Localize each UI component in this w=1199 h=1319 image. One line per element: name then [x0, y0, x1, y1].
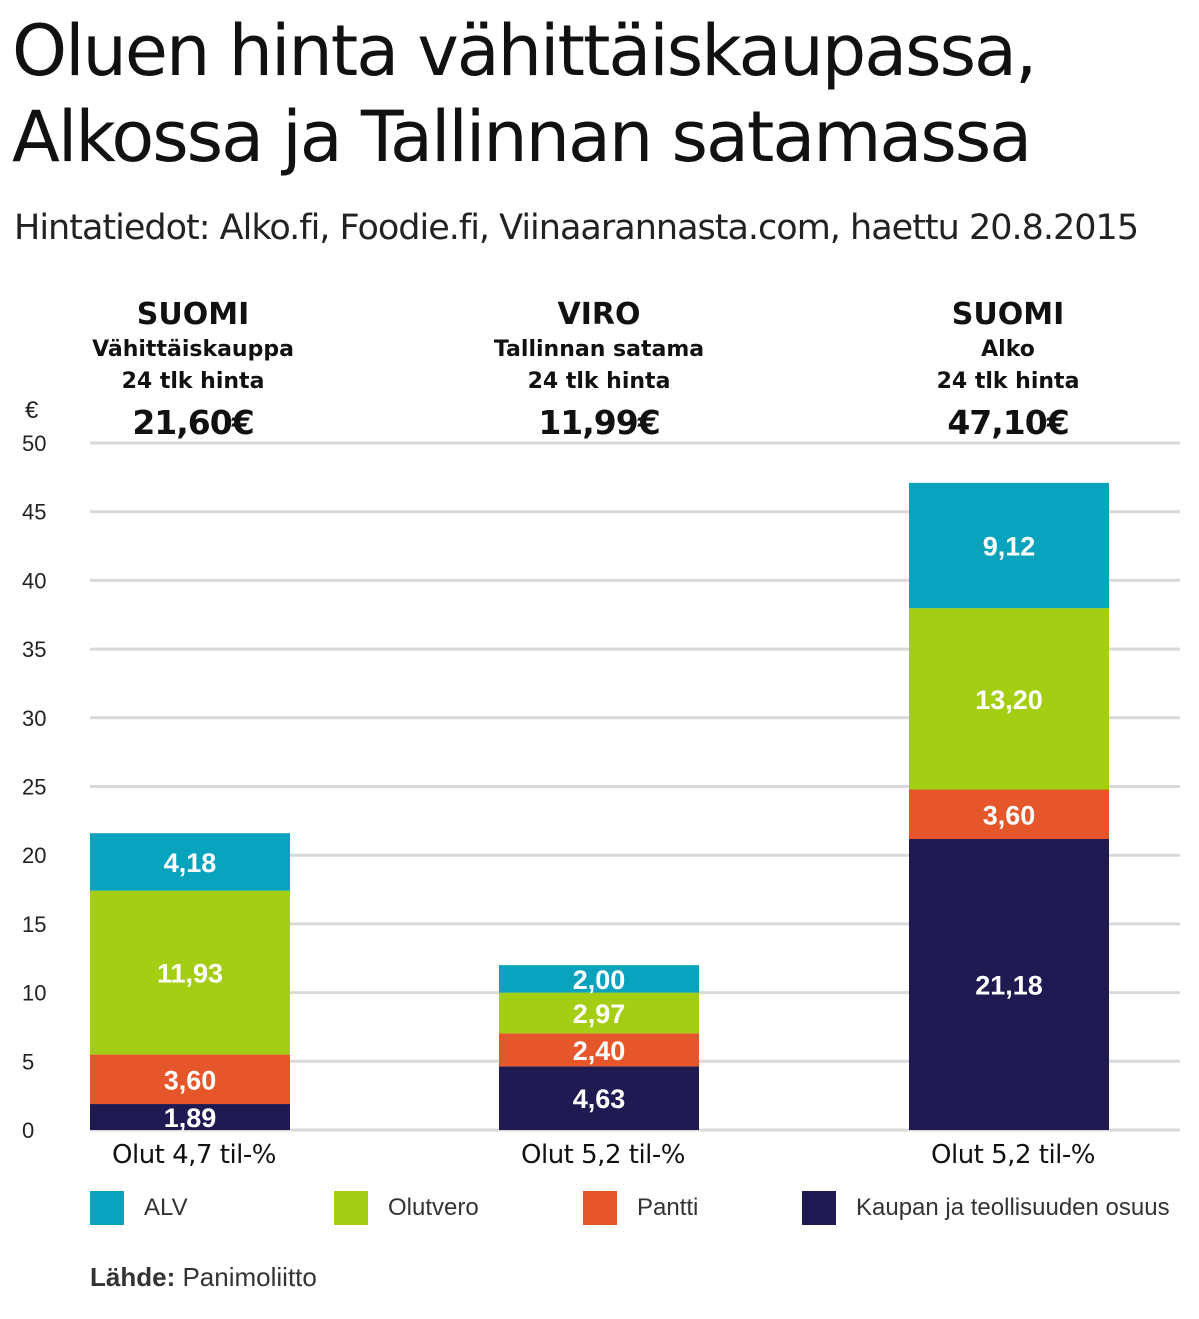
column-country: SUOMI	[952, 297, 1065, 332]
column-pack-label: 24 tlk hinta	[528, 369, 671, 394]
bar-segment-label: 3,60	[164, 1065, 217, 1095]
bar-segment	[909, 838, 1109, 1130]
bar-segment-label: 9,12	[983, 532, 1036, 562]
column-total-price: 11,99€	[538, 403, 659, 442]
column-total-price: 47,10€	[947, 403, 1068, 442]
y-tick-label: 30	[22, 706, 46, 731]
chart-subtitle: Hintatiedot: Alko.fi, Foodie.fi, Viinaar…	[14, 208, 1139, 248]
y-tick-label: 5	[22, 1049, 34, 1074]
legend-item: Kaupan ja teollisuuden osuus	[802, 1190, 1170, 1226]
y-tick-label: 20	[22, 843, 46, 868]
column-subtitle: Vähittäiskauppa	[92, 337, 294, 362]
bar-segment	[90, 1104, 290, 1130]
bar-segment-label: 4,63	[573, 1084, 626, 1114]
bar-stack: 21,18 3,60 13,20 9,12	[909, 482, 1109, 1130]
bars: 1,89 3,60 11,93 4,18 4,63 2,40 2,97 2,00 21,18 3,…	[90, 482, 1109, 1133]
bar-segment-label: 13,20	[975, 685, 1043, 715]
bar-segment	[90, 1054, 290, 1105]
y-tick-label: 0	[22, 1118, 34, 1143]
column-country: SUOMI	[137, 297, 250, 332]
bar-segment-label: 2,97	[573, 999, 626, 1029]
x-axis-categories: Olut 4,7 til-% Olut 5,2 til-% Olut 5,2 til…	[112, 1140, 1095, 1170]
x-category-label: Olut 5,2 til-%	[521, 1140, 685, 1170]
column-subtitle: Alko	[981, 337, 1035, 362]
bar-segment-label: 3,60	[983, 800, 1036, 830]
x-category-label: Olut 5,2 til-%	[931, 1140, 1095, 1170]
legend-label: Kaupan ja teollisuuden osuus	[856, 1194, 1170, 1221]
y-tick-label: 50	[22, 431, 46, 456]
legend-label: ALV	[144, 1194, 188, 1221]
legend-swatch	[90, 1191, 124, 1225]
chart-title: Oluen hinta vähittäiskaupassa, Alkossa j…	[12, 10, 1037, 178]
y-tick-label: 35	[22, 637, 46, 662]
y-tick-label: 15	[22, 912, 46, 937]
source-value: Panimoliitto	[182, 1262, 317, 1292]
legend-label: Olutvero	[388, 1194, 479, 1221]
bar-segment	[909, 789, 1109, 839]
bar-segment-label: 1,89	[164, 1103, 217, 1133]
legend-swatch	[583, 1191, 617, 1225]
bar-segment	[90, 833, 290, 891]
column-pack-label: 24 tlk hinta	[122, 369, 265, 394]
source-note: Lähde: Panimoliitto	[90, 1262, 317, 1293]
y-tick-label: 45	[22, 500, 46, 525]
column-pack-label: 24 tlk hinta	[937, 369, 1080, 394]
bar-segment-label: 2,40	[573, 1036, 626, 1066]
bar-stack: 4,63 2,40 2,97 2,00	[499, 965, 699, 1130]
x-category-label: Olut 4,7 til-%	[112, 1140, 276, 1170]
bar-segment-label: 2,00	[573, 965, 626, 995]
legend-item: ALV	[90, 1190, 188, 1226]
legend-item: Pantti	[583, 1190, 698, 1226]
y-axis-unit: €	[25, 397, 39, 424]
bar-segment-label: 21,18	[975, 970, 1043, 1000]
source-label: Lähde:	[90, 1262, 176, 1292]
bar-segment	[909, 608, 1109, 790]
bar-segment	[499, 992, 699, 1034]
column-headers: SUOMI Vähittäiskauppa 24 tlk hinta 21,60€ VI…	[92, 297, 1079, 442]
y-tick-label: 25	[22, 775, 46, 800]
column-total-price: 21,60€	[132, 403, 253, 442]
bar-segment	[90, 890, 290, 1055]
bar-segment-label: 11,93	[157, 959, 223, 989]
legend-swatch	[802, 1191, 836, 1225]
y-tick-label: 40	[22, 568, 46, 593]
y-tick-label: 10	[22, 981, 46, 1006]
legend-swatch	[334, 1191, 368, 1225]
bar-stack: 1,89 3,60 11,93 4,18	[90, 833, 290, 1133]
legend-item: Olutvero	[334, 1190, 479, 1226]
y-axis-ticks: 0 5 10 15 20 25 30 35 40 45 50	[22, 431, 46, 1143]
bar-segment	[499, 965, 699, 993]
bar-segment	[499, 1033, 699, 1067]
bar-segment	[909, 482, 1109, 609]
bar-segment-label: 4,18	[164, 848, 217, 878]
legend-label: Pantti	[637, 1194, 699, 1221]
bar-segment	[499, 1066, 699, 1130]
column-subtitle: Tallinnan satama	[494, 337, 704, 362]
column-country: VIRO	[558, 297, 641, 332]
